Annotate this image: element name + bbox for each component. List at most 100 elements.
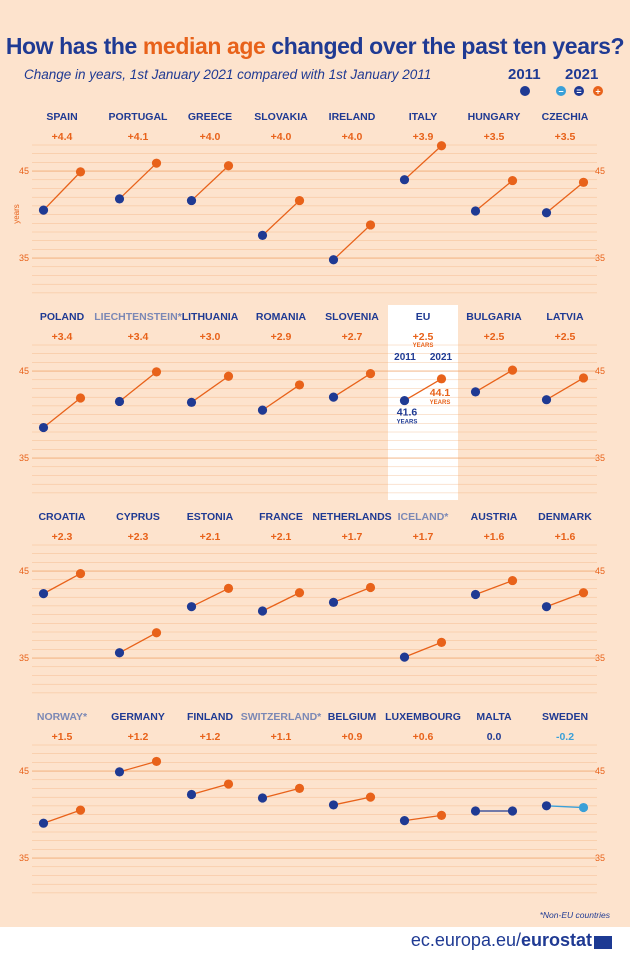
connector-line: [43, 397, 81, 429]
country-label: SLOVAKIA: [254, 111, 308, 123]
point-2011: [257, 606, 268, 616]
connector-line: [404, 814, 442, 822]
point-2011: [328, 597, 339, 607]
connector-line: [546, 377, 584, 401]
change-label: +3.5: [555, 131, 576, 143]
connector-line: [404, 641, 442, 658]
connector-line: [191, 375, 229, 403]
point-2021: [223, 161, 234, 171]
legend-plus-dot-sign: +: [595, 87, 600, 97]
connector-line: [546, 592, 584, 608]
connector-line: [191, 165, 229, 202]
connector-line: [119, 760, 157, 773]
point-2011: [399, 175, 410, 185]
legend-label-2021: 2021: [565, 66, 599, 83]
point-2011: [470, 589, 481, 600]
connector-line: [262, 200, 300, 236]
change-label: +0.6: [413, 731, 434, 743]
eu-value-2011: 41.6: [397, 407, 418, 419]
point-2021: [151, 756, 162, 767]
ytick-left: 35: [19, 253, 29, 263]
point-2021: [151, 158, 162, 168]
point-2011: [186, 602, 197, 612]
connector-line: [546, 181, 584, 214]
footer-url[interactable]: ec.europa.eu/eurostat: [411, 930, 592, 951]
connector-line: [333, 373, 371, 398]
point-2011: [399, 395, 410, 406]
point-2021: [436, 141, 447, 151]
change-label: +1.1: [271, 731, 292, 743]
point-2011: [541, 208, 552, 218]
point-2011: [38, 422, 49, 433]
connector-line: [119, 632, 157, 654]
title-part2: changed over the past ten years?: [265, 33, 625, 59]
country-label: SPAIN: [46, 111, 77, 123]
point-2021: [294, 195, 305, 206]
background-panel: [0, 0, 630, 927]
ytick-right: 45: [595, 766, 605, 776]
change-label: +2.3: [128, 531, 149, 543]
country-label: ICELAND*: [398, 511, 450, 523]
ytick-left: 45: [19, 566, 29, 576]
point-2011: [328, 392, 339, 402]
point-2021: [507, 365, 518, 375]
connector-line: [475, 180, 513, 212]
connector-line: [119, 162, 157, 200]
ytick-right: 45: [595, 166, 605, 176]
point-2011: [38, 818, 49, 828]
change-label: +1.6: [484, 531, 505, 543]
point-2011: [328, 800, 339, 810]
country-label: BULGARIA: [466, 311, 522, 323]
change-label: -0.2: [556, 731, 574, 743]
connector-line: [191, 587, 229, 608]
point-2021: [151, 367, 162, 377]
point-2011: [38, 589, 49, 599]
point-2011: [470, 806, 481, 816]
eu-year-2021: 2021: [430, 352, 453, 363]
country-label: NETHERLANDS: [312, 511, 391, 523]
page-title: How has the median age changed over the …: [0, 33, 630, 60]
point-2021: [151, 628, 162, 638]
connector-line: [119, 371, 157, 402]
ytick-left: 45: [19, 166, 29, 176]
country-label: CYPRUS: [116, 511, 160, 523]
point-2021: [223, 779, 234, 789]
change-label: +4.4: [52, 131, 73, 143]
country-label: GERMANY: [111, 711, 165, 723]
point-2011: [470, 387, 481, 397]
point-2011: [541, 801, 552, 811]
point-2011: [541, 602, 552, 612]
point-2021: [294, 783, 305, 794]
y-axis-label: years: [12, 204, 21, 224]
country-label: LITHUANIA: [182, 311, 239, 323]
change-label: +2.3: [52, 531, 73, 543]
ytick-right: 35: [595, 653, 605, 663]
country-label: SWITZERLAND*: [241, 711, 322, 723]
change-label: +1.7: [342, 531, 363, 543]
connector-line: [262, 384, 300, 411]
point-2011: [114, 767, 125, 777]
ytick-right: 45: [595, 566, 605, 576]
point-2011: [257, 230, 268, 240]
point-2021: [365, 220, 376, 230]
point-2011: [114, 648, 125, 658]
ytick-left: 35: [19, 853, 29, 863]
change-label: +2.5: [555, 331, 576, 343]
point-2021: [75, 569, 86, 579]
country-label: IRELAND: [329, 111, 376, 123]
country-label: AUSTRIA: [471, 511, 518, 523]
ytick-right: 35: [595, 453, 605, 463]
ytick-left: 45: [19, 766, 29, 776]
country-label: HUNGARY: [468, 111, 521, 123]
country-label: NORWAY*: [37, 711, 88, 723]
point-2021: [578, 177, 589, 187]
ytick-right: 45: [595, 366, 605, 376]
country-label: PORTUGAL: [109, 111, 169, 123]
legend-minus-dot-sign: −: [558, 87, 563, 97]
point-2011: [257, 793, 268, 803]
eu-change-unit: YEARS: [413, 343, 434, 349]
country-label: CROATIA: [38, 511, 85, 523]
ytick-right: 35: [595, 853, 605, 863]
country-label: POLAND: [40, 311, 85, 323]
